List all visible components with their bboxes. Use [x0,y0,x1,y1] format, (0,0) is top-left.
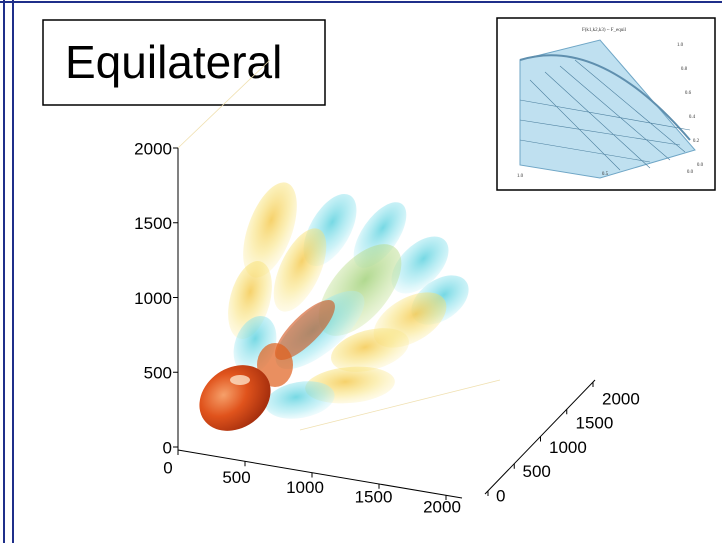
vertical-tick: 500 [144,364,172,383]
horizontal-tick: 500 [222,468,250,487]
inset-bottom-tick: 1.0 [517,174,524,179]
inset-grid [519,59,691,171]
vertical-tick: 2000 [134,139,172,158]
inset-side-tick: 0.4 [689,115,696,120]
box-edge [299,379,501,431]
inset-side-tick: 0.6 [685,91,692,96]
inset-bottom-tick: 0.0 [687,170,694,175]
depth-tick: 2000 [602,389,640,408]
title: Equilateral [65,36,282,88]
inset-ridge [519,54,691,141]
horizontal-tick: 1500 [355,488,393,507]
depth-tick: 1500 [576,414,614,433]
vertical-tick: 0 [163,438,172,457]
inset-side-tick: 0.2 [693,139,700,144]
inset-title: F(k1,k2,k3) ~ F_equil [582,28,627,33]
inset-side-tick: 0.8 [681,67,688,72]
inset-side-tick: 1.0 [677,43,684,48]
inset-side-tick: 0.0 [697,163,704,168]
inset-bottom-tick: 0.5 [602,172,609,177]
title-box [42,19,326,106]
horizontal-tick: 2000 [423,497,461,516]
vertical-tick: 1500 [134,214,172,233]
depth-tick: 0 [496,486,505,505]
box-edge [177,59,271,149]
inset: F(k1,k2,k3) ~ F_equil [496,17,716,191]
inset-surface [519,39,696,179]
depth-tick: 1000 [549,438,587,457]
depth-tick: 500 [523,462,551,481]
horizontal-axis [177,449,463,499]
horizontal-tick: 0 [163,458,172,477]
vertical-tick: 1000 [134,289,172,308]
volume-render [199,182,469,431]
horizontal-tick: 1000 [286,478,324,497]
